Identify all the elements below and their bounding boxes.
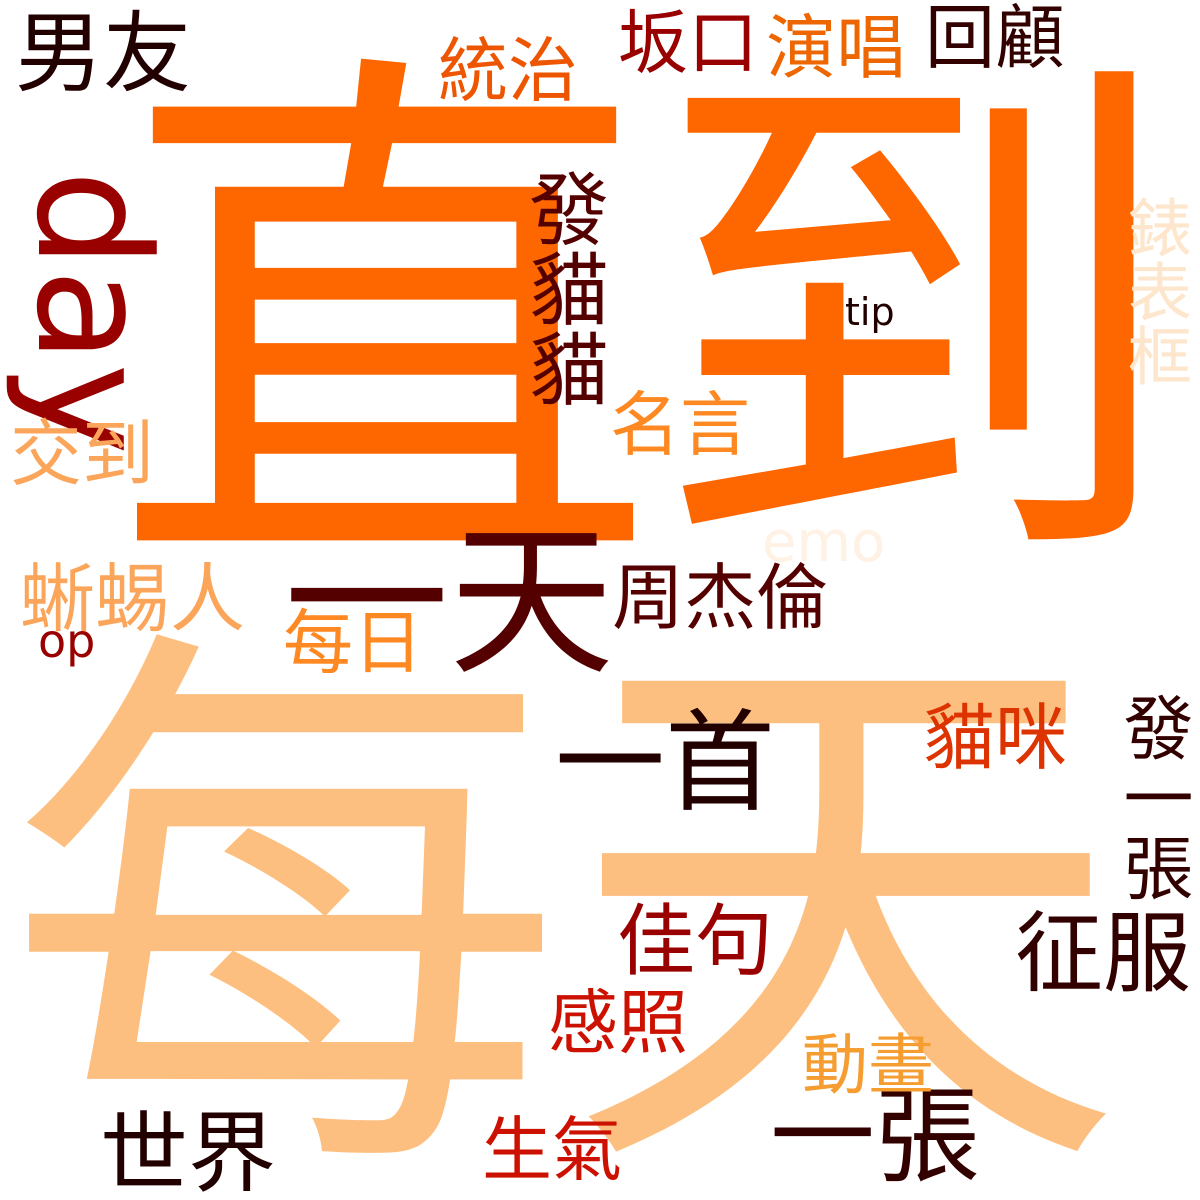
word-jia-ju: 佳句	[617, 897, 774, 987]
word-yi-tian: 一天	[284, 506, 614, 698]
word-xi-yi-ren: 蜥蜴人	[20, 555, 246, 643]
word-nan-you: 男友	[15, 2, 192, 105]
word-zhi: 直	[112, 11, 657, 646]
word-jiao-dao: 交到	[10, 412, 155, 496]
word-dao: 到	[650, 16, 1180, 633]
word-sheng-qi: 生氣	[482, 1109, 622, 1191]
word-fa-yi-zhang: 發一張	[1112, 692, 1194, 902]
word-biao-biao-kuang: 錶表框	[1117, 195, 1191, 387]
word-dong-hua: 動畫	[802, 1027, 934, 1104]
word-zhou-jie-lun: 周杰倫	[612, 556, 829, 640]
word-ban-kou: 坂口	[618, 2, 758, 84]
word-yi-zhang: 一張	[770, 1076, 981, 1198]
word-fa-mao-mao: 發貓貓	[516, 168, 609, 408]
word-hui-gu: 回顧	[925, 0, 1065, 79]
word-zheng-fu: 征服	[1015, 902, 1192, 1005]
word-mei-tian: 每天	[5, 589, 1125, 1200]
word-tip: tip	[845, 290, 895, 334]
word-tong-zhi: 統治	[438, 30, 578, 112]
word-yi-shou: 一首	[555, 699, 775, 827]
word-op: op	[38, 614, 96, 668]
word-emo: emo	[762, 510, 886, 575]
word-yan-chang: 演唱	[766, 7, 906, 89]
word-gan-zhao: 感照	[548, 982, 688, 1064]
word-shi-jie: 世界	[100, 1102, 277, 1200]
word-day: day	[2, 170, 183, 456]
word-ming-yan: 名言	[610, 384, 750, 466]
word-mao-mi: 貓咪	[923, 696, 1068, 780]
word-mei-ri: 每日	[283, 602, 423, 684]
